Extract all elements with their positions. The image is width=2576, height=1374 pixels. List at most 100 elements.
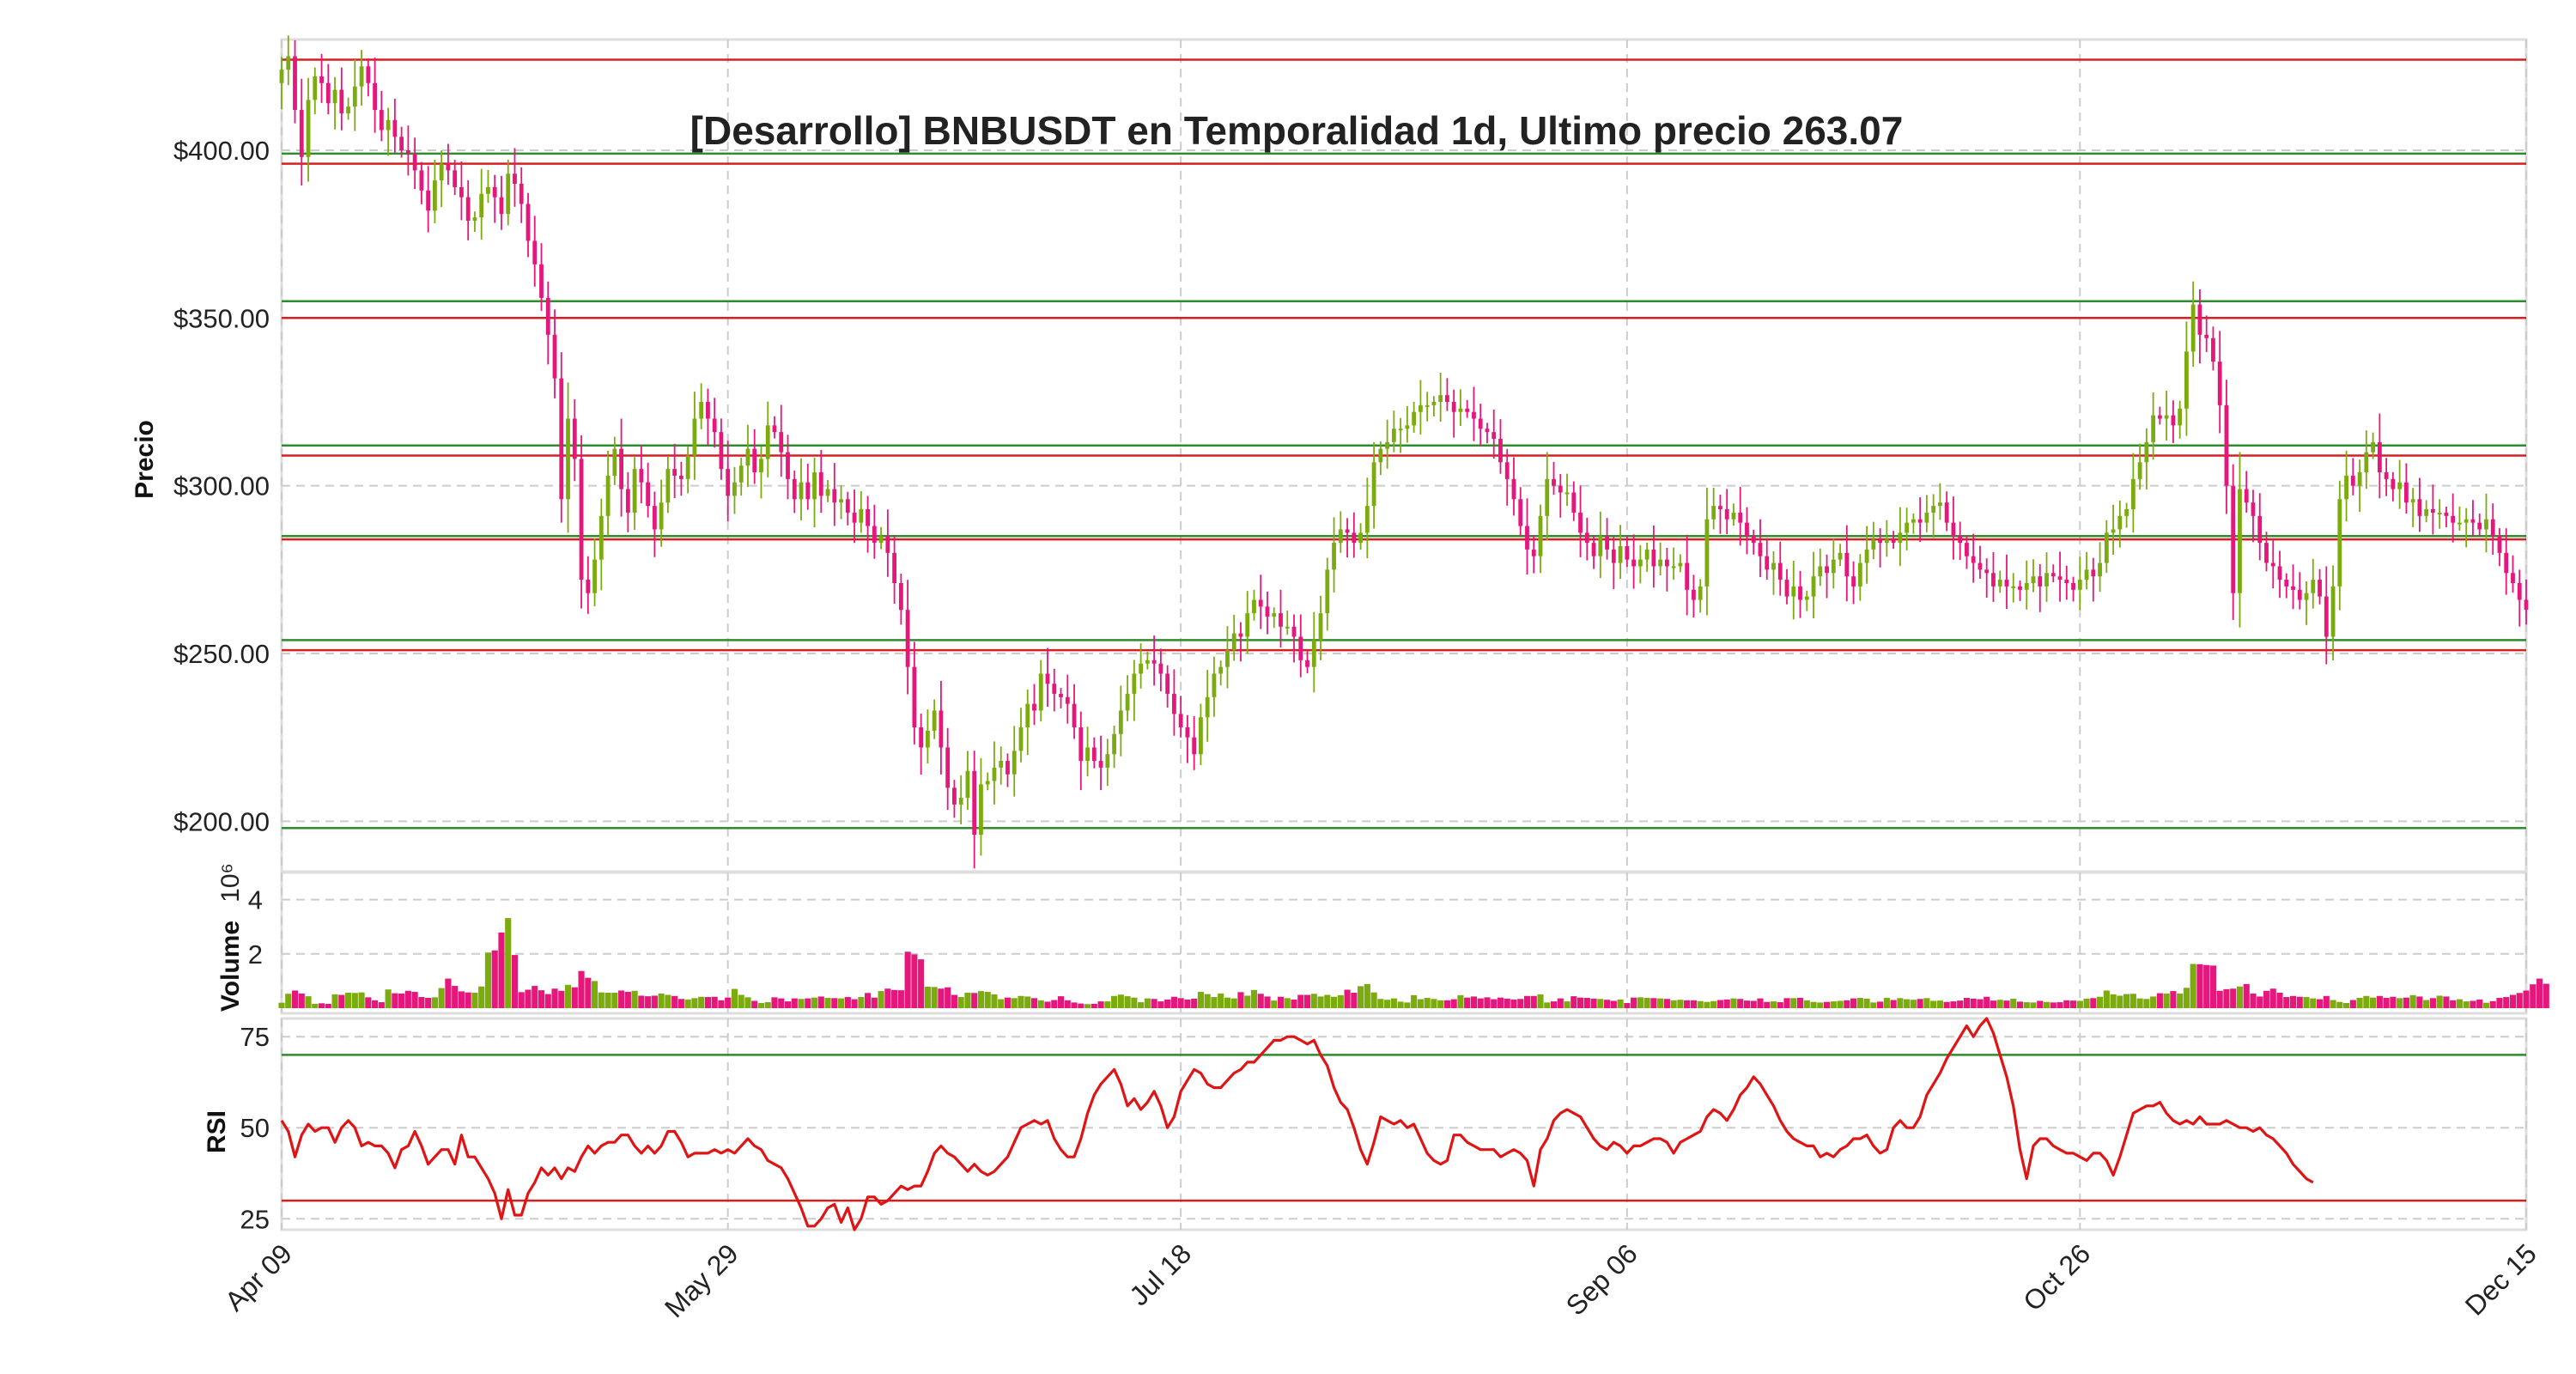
candle-body <box>2124 509 2129 516</box>
candle-body <box>2151 415 2156 442</box>
volume-bar <box>1950 1001 1957 1008</box>
candle-body <box>2371 441 2376 453</box>
candle-body <box>2184 351 2189 409</box>
volume-bar <box>1604 1000 1611 1008</box>
candle-body <box>672 469 677 476</box>
candle-body <box>1804 596 1809 600</box>
candle-body <box>366 66 371 83</box>
volume-bar <box>738 994 744 1008</box>
volume-axis-title: Volume <box>216 921 245 1012</box>
volume-bar <box>631 990 638 1008</box>
candle-body <box>1472 411 1476 419</box>
candle-body <box>2364 452 2369 473</box>
volume-bar <box>1817 1002 1824 1008</box>
volume-bar <box>2489 1000 2496 1008</box>
candle-body <box>1311 640 1316 667</box>
volume-bar <box>1963 997 1971 1008</box>
candle-body <box>738 465 744 483</box>
volume-bar <box>1470 996 1478 1008</box>
candle-body <box>1192 737 1197 755</box>
candle-body <box>1631 559 1637 567</box>
candle-body <box>745 448 750 466</box>
candle-body <box>499 197 504 215</box>
candle-body <box>999 761 1004 768</box>
volume-bar <box>2097 996 2104 1008</box>
volume-bar <box>2136 998 2143 1008</box>
candle-body <box>1425 404 1430 407</box>
volume-bar <box>445 978 452 1008</box>
candle-body <box>1199 717 1203 755</box>
candle-body <box>1391 429 1396 442</box>
candle-body <box>1171 693 1176 714</box>
volume-bar <box>1477 998 1484 1008</box>
volume-bar <box>1397 1001 1404 1008</box>
volume-bar <box>2257 996 2263 1008</box>
candle-body <box>979 784 983 836</box>
candle-body <box>2464 519 2469 523</box>
volume-bar <box>1977 999 1984 1008</box>
candle-body <box>2497 536 2502 553</box>
candle-body <box>878 536 884 544</box>
candle-body <box>479 193 484 218</box>
volume-bar <box>1450 999 1457 1008</box>
candle-body <box>685 455 690 479</box>
candle-body <box>652 506 657 530</box>
volume-bar <box>618 990 625 1008</box>
candle-body <box>765 425 770 459</box>
volume-bar <box>1764 1001 1771 1008</box>
volume-bar <box>2336 1001 2343 1008</box>
volume-bar <box>305 996 312 1008</box>
volume-bar <box>1303 994 1311 1008</box>
volume-bar <box>2083 998 2090 1008</box>
candle-body <box>2511 573 2515 583</box>
candle-body <box>799 482 804 500</box>
volume-bar <box>425 997 432 1008</box>
volume-bar <box>1663 999 1670 1008</box>
volume-bar <box>1131 997 1138 1008</box>
volume-bar <box>2183 988 2190 1008</box>
candle-body <box>2257 515 2263 544</box>
candle-body <box>786 452 790 479</box>
volume-bar <box>784 1001 792 1008</box>
volume-bar <box>1970 998 1977 1008</box>
volume-bar <box>298 993 305 1008</box>
volume-bar <box>1810 1001 1817 1008</box>
candle-body <box>1345 529 1350 533</box>
volume-bar <box>498 932 505 1008</box>
candle-body <box>1911 519 1916 523</box>
candle-body <box>2270 562 2275 567</box>
candle-body <box>552 334 557 379</box>
volume-bar <box>385 989 392 1008</box>
candle-body <box>1578 512 1583 533</box>
candle-body <box>2477 522 2482 530</box>
volume-bar <box>778 998 785 1008</box>
candle-body <box>1685 562 1690 590</box>
candle-body <box>2217 362 2222 405</box>
volume-bar <box>638 995 645 1008</box>
candle-body <box>1485 429 1490 433</box>
volume-bar <box>1750 1000 1757 1008</box>
volume-bar <box>1230 998 1237 1008</box>
candle-body <box>732 482 737 496</box>
volume-bar <box>2476 999 2483 1008</box>
volume-bar <box>411 992 418 1008</box>
volume-bar <box>1877 1001 1884 1008</box>
candle-body <box>1984 569 1990 574</box>
volume-bar <box>2403 997 2409 1008</box>
candle-body <box>859 509 864 523</box>
volume-bar <box>2250 993 2257 1008</box>
volume-bar <box>1497 997 1504 1008</box>
candle-body <box>386 119 391 131</box>
candle-body <box>1511 478 1516 500</box>
volume-bar <box>1370 992 1377 1008</box>
volume-bar <box>318 1003 325 1008</box>
candle-body <box>1091 747 1097 762</box>
volume-bar <box>2436 995 2443 1008</box>
volume-bar <box>1078 1003 1084 1008</box>
candle-body <box>1598 536 1603 556</box>
volume-bar <box>931 987 938 1008</box>
volume-bar <box>1517 999 1524 1008</box>
candle-body <box>1718 506 1722 510</box>
candle-body <box>1279 613 1283 627</box>
